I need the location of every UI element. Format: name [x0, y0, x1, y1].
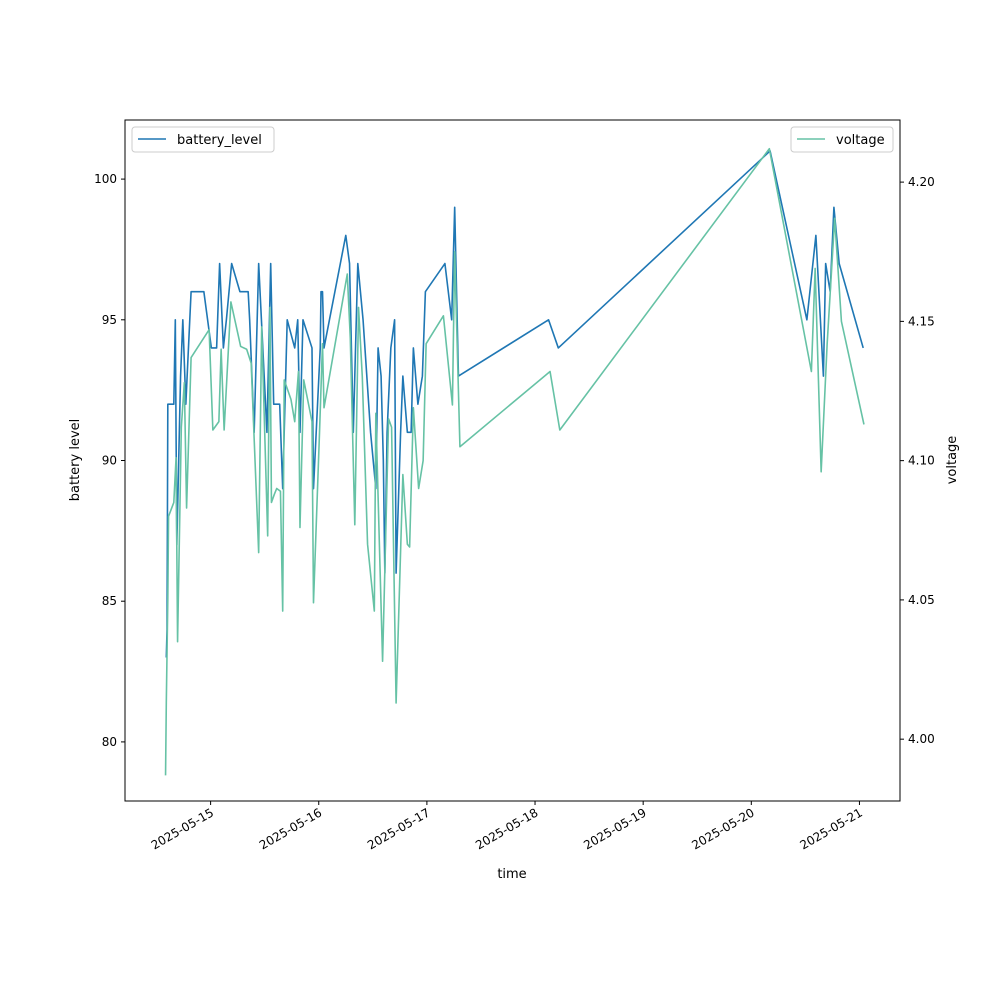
y2-axis-ticks: 4.00 4.05 4.10 4.15 4.20: [900, 175, 935, 746]
y-tick-label: 95: [102, 313, 117, 327]
legend-battery-box: [131, 126, 275, 153]
y-axis-title: battery level: [68, 419, 83, 502]
legend-voltage[interactable]: voltage: [790, 126, 894, 153]
legend-battery-label: battery_level: [177, 133, 262, 148]
series-layer: [164, 147, 865, 776]
legend-battery[interactable]: battery_level: [131, 126, 275, 153]
y2-tick-label: 4.10: [908, 454, 935, 468]
y-axis-ticks: 80 85 90 95 100: [94, 172, 125, 749]
y-tick-label: 100: [94, 172, 117, 186]
y2-axis-title: voltage: [945, 436, 960, 485]
y-tick-label: 90: [102, 454, 117, 468]
legend-voltage-label: voltage: [836, 133, 885, 148]
y-tick-label: 80: [102, 735, 117, 749]
legend-voltage-box: [790, 126, 894, 153]
series-line-battery-level: [165, 150, 864, 658]
y2-tick-label: 4.15: [908, 314, 935, 328]
y2-tick-label: 4.05: [908, 593, 935, 607]
y-tick-label: 85: [102, 594, 117, 608]
y2-tick-label: 4.20: [908, 175, 935, 189]
y2-tick-label: 4.00: [908, 732, 935, 746]
series-line-voltage: [164, 147, 865, 776]
x-axis-title: time: [497, 867, 526, 882]
